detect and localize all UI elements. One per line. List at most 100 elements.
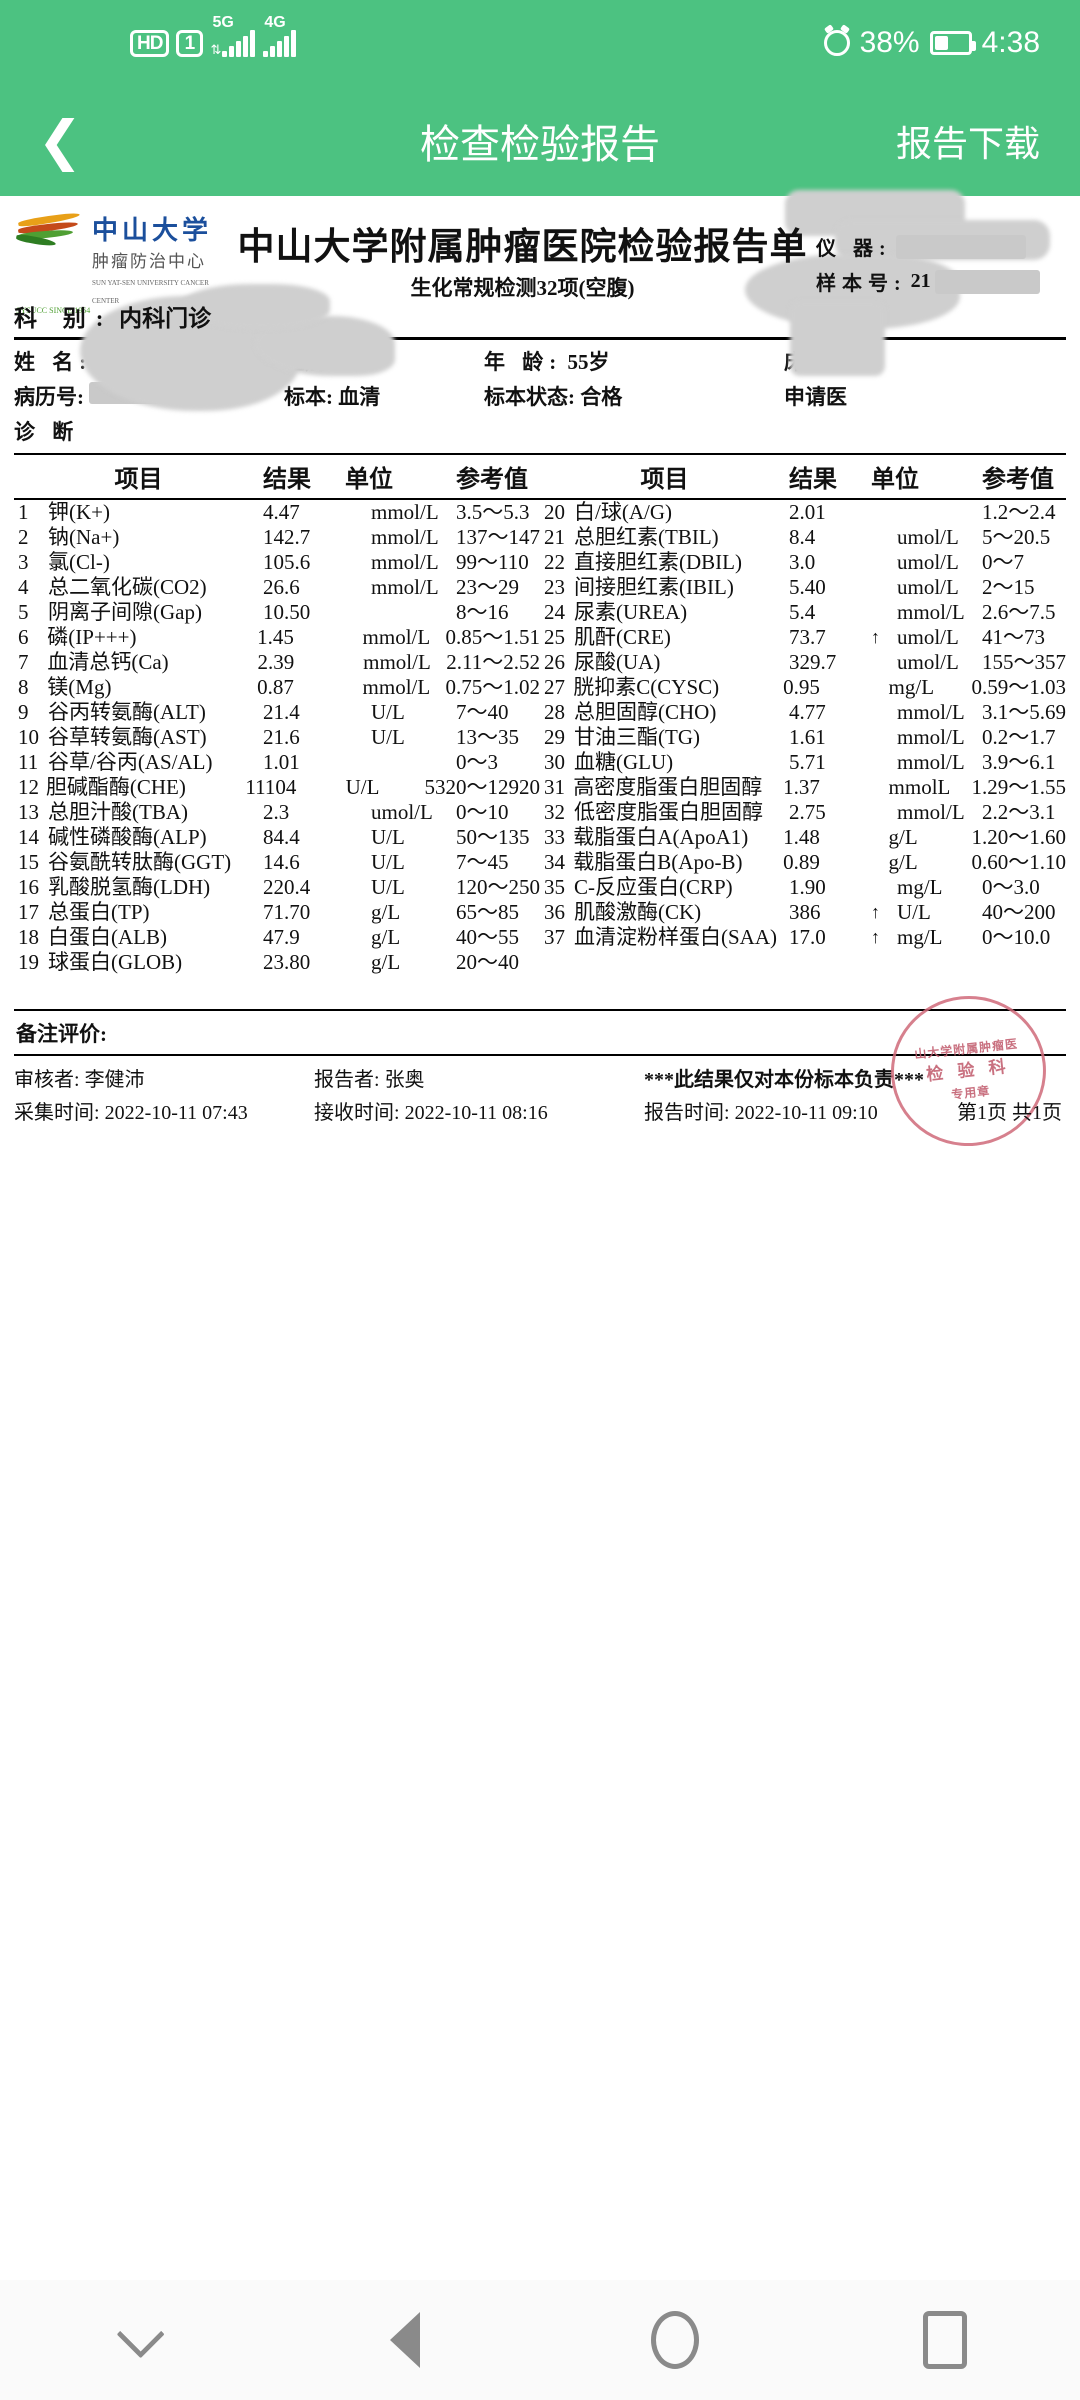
table-row: 19 球蛋白(GLOB) 23.80 g/L 20～40	[14, 950, 540, 975]
row-index: 33	[544, 825, 565, 849]
notes-bottom-divider	[14, 1054, 1066, 1056]
row-unit: g/L	[371, 900, 401, 924]
row-unit	[371, 600, 456, 625]
row-abnormal-flag-icon	[345, 950, 371, 975]
row-unit: umol/L	[897, 650, 959, 674]
row-index: 21	[544, 525, 565, 549]
specimen-state-label: 标本状态:	[484, 385, 575, 409]
col-result-header: 结果	[263, 467, 311, 493]
row-unit: mmol/L	[363, 650, 431, 674]
row-reference-range: 50～135	[456, 825, 530, 849]
row-abnormal-flag-icon	[871, 700, 897, 725]
col-result-header: 结果	[789, 467, 837, 493]
table-row: 15 谷氨酰转肽酶(GGT) 14.6 U/L 7～45	[14, 850, 540, 875]
back-button[interactable]: ❮	[37, 111, 83, 171]
row-index: 32	[544, 800, 565, 824]
row-unit: mmol/L	[371, 525, 439, 549]
lab-report-sheet: 中山大学 肿瘤防治中心 SUN YAT-SEN UNIVERSITY CANCE…	[0, 190, 1080, 1154]
report-time-label: 报告时间:	[644, 1102, 730, 1124]
row-item-name: 总二氧化碳(CO2)	[48, 575, 207, 599]
row-abnormal-flag-icon	[345, 500, 371, 525]
auditor-label: 审核者:	[14, 1069, 80, 1091]
row-item-name: 尿酸(UA)	[574, 650, 661, 674]
row-unit: mg/L	[897, 925, 943, 949]
table-row: 4 总二氧化碳(CO2) 26.6 mmol/L 23～29	[14, 575, 540, 600]
table-row: 29 甘油三酯(TG) 1.61 mmol/L 0.2～1.7	[540, 725, 1066, 750]
row-item-name: 白蛋白(ALB)	[48, 925, 167, 949]
specimen-label: 标本:	[284, 385, 333, 409]
row-item-name: 血清总钙(Ca)	[47, 650, 169, 674]
nav-back-button[interactable]	[270, 2312, 540, 2368]
page-title: 检查检验报告	[420, 123, 660, 167]
row-reference-range: 40～200	[982, 900, 1056, 924]
row-reference-range: 5～20.5	[982, 525, 1051, 549]
specimen-state-value: 合格	[580, 385, 623, 409]
row-reference-range: 1.2～2.4	[982, 500, 1056, 524]
table-row: 20 白/球(A/G) 2.01 1.2～2.4	[540, 500, 1066, 525]
row-unit: umol/L	[897, 550, 959, 574]
row-reference-range: 40～55	[456, 925, 519, 949]
table-row: 31 高密度脂蛋白胆固醇 1.37 mmolL 1.29～1.55	[540, 775, 1066, 800]
row-item-name: 钾(K+)	[48, 500, 110, 524]
row-unit: mmol/L	[897, 725, 965, 749]
row-abnormal-flag-icon	[345, 700, 371, 725]
department-label: 科 别:	[14, 306, 114, 331]
row-result: 14.6	[263, 850, 300, 874]
circle-home-icon	[651, 2311, 699, 2369]
row-unit: mmol/L	[362, 675, 431, 699]
row-result: 1.37	[783, 775, 820, 799]
network-type-5g-label: 5G	[212, 14, 234, 31]
row-result: 386	[789, 900, 821, 924]
row-abnormal-flag-icon	[871, 650, 897, 675]
row-index: 31	[544, 775, 565, 799]
row-index: 27	[544, 675, 565, 699]
footer-row: 采集时间: 2022-10-11 07:43 接收时间: 2022-10-11 …	[14, 1096, 1066, 1125]
row-result: 1.01	[263, 750, 300, 774]
signal-bars-icon	[222, 29, 256, 57]
row-result: 11104	[245, 775, 297, 799]
requesting-doctor-field: 申请医	[784, 381, 1066, 411]
row-item-name: 阴离子间隙(Gap)	[48, 600, 202, 624]
row-index: 29	[544, 725, 565, 749]
table-header-divider	[14, 498, 1066, 500]
alarm-icon	[823, 30, 850, 56]
data-activity-arrows-icon: ⇅	[210, 42, 222, 57]
results-table-body: 1 钾(K+) 4.47 mmol/L 3.5～5.3 2 钠(Na+) 142.7 mmol/…	[14, 500, 1066, 975]
app-bar: ❮ 检查检验报告 报告下载	[0, 86, 1080, 196]
row-unit: umol/L	[897, 575, 959, 599]
row-unit: mmol/L	[897, 600, 965, 624]
row-index: 7	[18, 650, 29, 674]
row-index: 14	[18, 825, 39, 849]
row-item-name: 磷(IP+++)	[47, 625, 137, 649]
row-reference-range: 65～85	[456, 900, 519, 924]
row-result: 17.0	[789, 925, 826, 949]
sim-badge: 1	[176, 30, 204, 57]
hd-badge: HD	[130, 30, 170, 57]
nav-home-button[interactable]	[540, 2311, 810, 2369]
row-item-name: 低密度脂蛋白胆固醇	[574, 800, 763, 824]
doctor-label: 申请医	[784, 385, 847, 409]
report-titles: 中山大学附属肿瘤医院检验报告单 生化常规检测32项(空腹)	[229, 210, 816, 302]
square-recents-icon	[923, 2311, 967, 2369]
row-unit: g/L	[888, 850, 918, 874]
row-abnormal-flag-icon	[863, 825, 888, 850]
hide-keyboard-button[interactable]	[0, 2310, 270, 2359]
row-abnormal-flag-icon	[345, 525, 371, 550]
row-index: 28	[544, 700, 565, 724]
nav-recents-button[interactable]	[810, 2311, 1080, 2369]
row-unit: g/L	[888, 825, 918, 849]
row-reference-range: 2.2～3.1	[982, 800, 1056, 824]
row-item-name: 乳酸脱氢酶(LDH)	[48, 875, 211, 899]
report-footer: 山大学附属肿瘤医 检 验 科 专用章 审核者: 李健沛 报告者: 张奥 ***此…	[14, 988, 1066, 1154]
report-download-button[interactable]: 报告下载	[895, 123, 1040, 164]
row-unit: g/L	[371, 950, 401, 974]
logo-line-2: 肿瘤防治中心	[92, 252, 206, 271]
row-abnormal-flag-icon	[871, 575, 897, 600]
results-column-left: 1 钾(K+) 4.47 mmol/L 3.5～5.3 2 钠(Na+) 142.7 mmol/…	[14, 500, 540, 975]
row-item-name: 总胆汁酸(TBA)	[48, 800, 188, 824]
table-row: 23 间接胆红素(IBIL) 5.40 umol/L 2～15	[540, 575, 1066, 600]
row-unit: U/L	[371, 875, 405, 899]
row-reference-range: 3.9～6.1	[982, 750, 1056, 774]
row-item-name: 肌酸激酶(CK)	[574, 900, 702, 924]
row-index: 17	[18, 900, 39, 924]
